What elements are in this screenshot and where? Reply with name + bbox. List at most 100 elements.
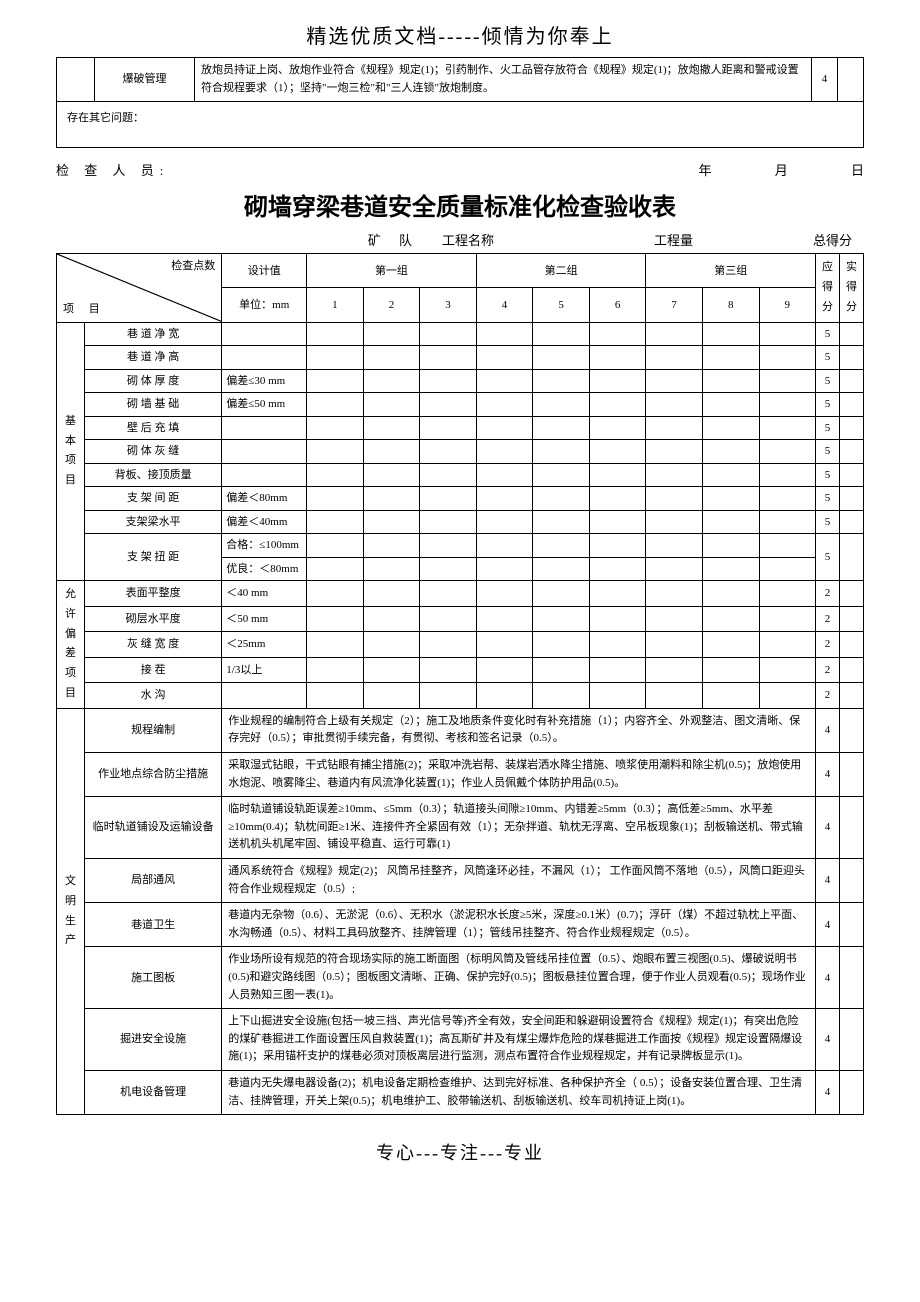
header-n9: 9 (759, 288, 816, 322)
header-n6: 6 (589, 288, 646, 322)
table-row: 接 茬 1/3以上 2 (57, 657, 864, 683)
row-name: 掘进安全设施 (84, 1009, 221, 1071)
top-row-text: 放炮员持证上岗、放炮作业符合《规程》规定(1)；引药制作、火工品管存放符合《规程… (195, 58, 812, 102)
page-header: 精选优质文档-----倾情为你奉上 (56, 20, 864, 49)
row-score: 5 (816, 416, 840, 440)
table-row: 灰 缝 宽 度 ＜25mm 2 (57, 632, 864, 658)
row-name: 壁 后 充 填 (84, 416, 221, 440)
table-row: 基本项目 巷 道 净 宽 5 (57, 322, 864, 346)
page-footer: 专心---专注---专业 (56, 1139, 864, 1165)
table-row: 作业地点综合防尘措施 采取湿式钻眼，干式钻眼有捕尘措施(2)；采取冲洗岩帮、装煤… (57, 753, 864, 797)
header-checkpoints: 检查点数 (171, 258, 215, 275)
header-n2: 2 (363, 288, 420, 322)
header-n8: 8 (702, 288, 759, 322)
table-row: 壁 后 充 填 5 (57, 416, 864, 440)
header-n5: 5 (533, 288, 590, 322)
table-row: 支架梁水平 偏差＜40mm 5 (57, 510, 864, 534)
row-score: 2 (816, 632, 840, 658)
row-design: 偏差＜80mm (222, 487, 307, 511)
row-design (222, 683, 307, 709)
meta-total: 总得分 (813, 230, 862, 249)
table-row: 支 架 扭 距 合格：≤100mm 5 (57, 534, 864, 558)
row-name: 作业地点综合防尘措施 (84, 753, 221, 797)
table-row: 施工图板 作业场所设有规范的符合现场实际的施工断面图（标明风筒及管线吊挂位置（0… (57, 947, 864, 1009)
row-name: 巷道卫生 (84, 903, 221, 947)
row-design: 偏差＜40mm (222, 510, 307, 534)
row-text: 巷道内无杂物（0.6）、无淤泥（0.6）、无积水（淤泥积水长度≥5米，深度≥0.… (222, 903, 816, 947)
header-n3: 3 (420, 288, 477, 322)
table-row: 背板、接顶质量 5 (57, 463, 864, 487)
row-name: 接 茬 (84, 657, 221, 683)
table-row: 水 沟 2 (57, 683, 864, 709)
meta-mine: 矿 (58, 230, 399, 249)
row-text: 采取湿式钻眼，干式钻眼有捕尘措施(2)；采取冲洗岩帮、装煤岩洒水降尘措施、喷浆使… (222, 753, 816, 797)
row-score: 5 (816, 369, 840, 393)
row-name: 砌 墙 基 础 (84, 393, 221, 417)
row-design (222, 346, 307, 370)
row-design: ＜25mm (222, 632, 307, 658)
row-text: 作业场所设有规范的符合现场实际的施工断面图（标明风筒及管线吊挂位置（0.5）、炮… (222, 947, 816, 1009)
row-design: 1/3以上 (222, 657, 307, 683)
row-score: 4 (816, 903, 840, 947)
row-name: 支架梁水平 (84, 510, 221, 534)
header-g2: 第二组 (476, 254, 646, 288)
header-n7: 7 (646, 288, 703, 322)
table-row: 巷道卫生 巷道内无杂物（0.6）、无淤泥（0.6）、无积水（淤泥积水长度≥5米，… (57, 903, 864, 947)
table-row: 砌 体 灰 缝 5 (57, 440, 864, 464)
header-g3: 第三组 (646, 254, 816, 288)
row-name: 巷 道 净 宽 (84, 322, 221, 346)
row-score: 4 (816, 947, 840, 1009)
row-design: 偏差≤50 mm (222, 393, 307, 417)
table-row: 支 架 间 距 偏差＜80mm 5 (57, 487, 864, 511)
header-n4: 4 (476, 288, 533, 322)
row-score: 4 (816, 1009, 840, 1071)
date-fields: 年 月 日 (169, 160, 864, 179)
inspector-line: 检 查 人 员: 年 月 日 (56, 160, 864, 179)
row-design: 合格：≤100mm (222, 534, 307, 558)
row-score: 4 (816, 859, 840, 903)
other-issues-cell: 存在其它问题： (57, 102, 864, 148)
row-name: 规程编制 (84, 708, 221, 752)
row-score: 5 (816, 510, 840, 534)
table-row: 掘进安全设施 上下山掘进安全设施(包括一坡三挡、声光信号等)齐全有效，安全间距和… (57, 1009, 864, 1071)
row-design (222, 440, 307, 464)
row-score: 4 (816, 753, 840, 797)
row-score: 5 (816, 534, 840, 581)
row-name: 巷 道 净 高 (84, 346, 221, 370)
header-item: 项 目 (63, 301, 106, 318)
table-row: 机电设备管理 巷道内无失爆电器设备(2)；机电设备定期检查维护、达到完好标准、各… (57, 1070, 864, 1114)
diag-header-cell: 检查点数 项 目 (57, 254, 222, 322)
table-row: 砌 墙 基 础 偏差≤50 mm 5 (57, 393, 864, 417)
row-text: 巷道内无失爆电器设备(2)；机电设备定期检查维护、达到完好标准、各种保护齐全（ … (222, 1070, 816, 1114)
row-design: ＜40 mm (222, 581, 307, 607)
row-name: 临时轨道铺设及运输设备 (84, 797, 221, 859)
row-name: 施工图板 (84, 947, 221, 1009)
row-design (222, 416, 307, 440)
table-row: 砌层水平度 ＜50 mm 2 (57, 606, 864, 632)
row-design: ＜50 mm (222, 606, 307, 632)
top-row-label: 爆破管理 (95, 58, 195, 102)
meta-qty: 工程量 (654, 230, 813, 249)
header-unit: 单位：mm (222, 288, 307, 322)
row-score: 5 (816, 487, 840, 511)
row-design (222, 322, 307, 346)
row-score: 2 (816, 683, 840, 709)
row-name: 机电设备管理 (84, 1070, 221, 1114)
cat2-label: 允许偏差项目 (57, 581, 85, 709)
row-name: 表面平整度 (84, 581, 221, 607)
header-n1: 1 (307, 288, 364, 322)
cat1-label: 基本项目 (57, 322, 85, 581)
table-row: 文明生产 规程编制 作业规程的编制符合上级有关规定（2）；施工及地质条件变化时有… (57, 708, 864, 752)
table-row: 允许偏差项目 表面平整度 ＜40 mm 2 (57, 581, 864, 607)
year-label: 年 (698, 163, 711, 178)
top-row-score: 4 (812, 58, 838, 102)
row-name: 局部通风 (84, 859, 221, 903)
row-text: 通风系统符合《规程》规定(2)； 风筒吊挂整齐，风筒逢环必挂，不漏风（1）； 工… (222, 859, 816, 903)
day-label: 日 (851, 163, 864, 178)
row-name: 支 架 扭 距 (84, 534, 221, 581)
row-design: 优良：＜80mm (222, 557, 307, 581)
row-score: 5 (816, 440, 840, 464)
row-name: 灰 缝 宽 度 (84, 632, 221, 658)
main-table: 检查点数 项 目 设计值 第一组 第二组 第三组 应得分 实得分 单位：mm 1… (56, 253, 864, 1115)
month-label: 月 (775, 163, 788, 178)
